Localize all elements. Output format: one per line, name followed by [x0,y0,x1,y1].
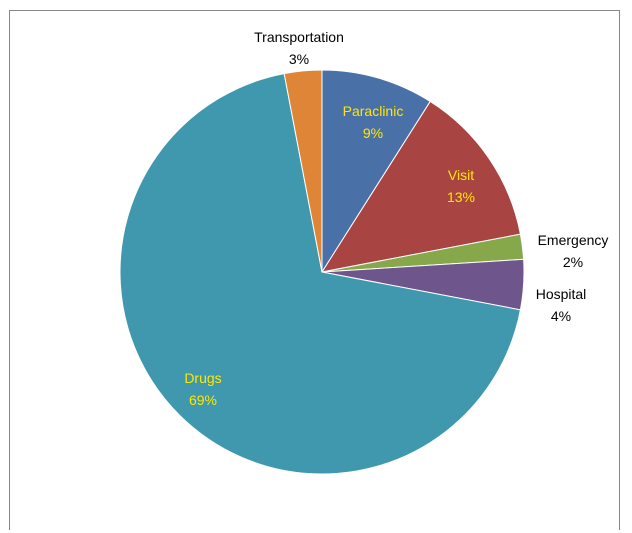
slice-percent-emergency: 2% [563,254,583,270]
pie-slice-visit [320,100,522,273]
slice-percent-paraclinic: 9% [363,125,383,141]
slice-percent-transportation: 3% [289,51,309,67]
pie-labels: Paraclinic 9% Visit 13% Emergency 2% Hospital 4… [184,29,608,408]
pie-slice-paraclinic [321,69,431,274]
slice-label-paraclinic: Paraclinic [343,103,404,119]
pie-slices [119,69,525,475]
slice-percent-hospital: 4% [551,308,571,324]
slice-label-visit: Visit [448,167,474,183]
pie-slice-drugs [119,72,522,475]
chart-frame [9,10,620,530]
slice-percent-drugs: 69% [189,392,217,408]
slice-label-hospital: Hospital [536,286,587,302]
slice-percent-visit: 13% [447,189,475,205]
slice-label-emergency: Emergency [538,232,609,248]
pie-slice-transportation [283,69,323,273]
slice-label-transportation: Transportation [254,29,344,45]
slice-label-drugs: Drugs [184,370,221,386]
